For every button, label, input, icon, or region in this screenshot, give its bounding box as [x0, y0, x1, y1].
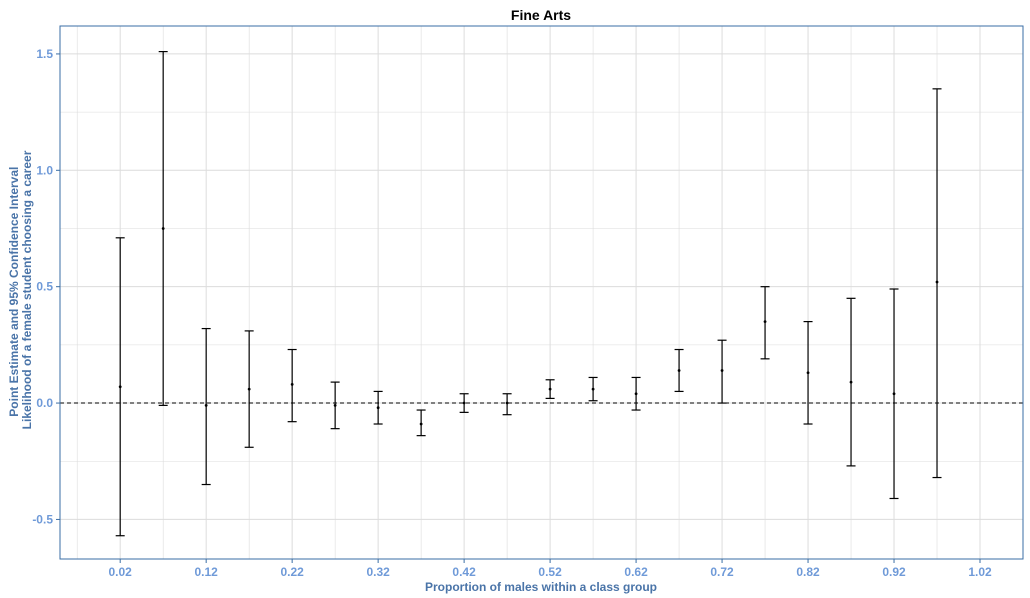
x-tick-label: 1.02	[968, 565, 992, 579]
errorbar-3	[244, 330, 254, 448]
point-estimate	[161, 227, 165, 230]
errorbar-10	[545, 379, 555, 400]
point-estimate	[419, 422, 423, 426]
point-estimate	[204, 403, 208, 407]
errorbar-11	[588, 376, 598, 402]
x-tick-label: 0.52	[538, 565, 562, 579]
point-estimate	[118, 385, 122, 389]
y-tick-label: 0.5	[36, 280, 53, 294]
x-tick-label: 0.32	[366, 565, 390, 579]
errorbar-15	[760, 286, 770, 360]
errorbar-layer	[115, 51, 942, 537]
point-estimate	[591, 387, 595, 391]
x-tick-label: 0.92	[882, 565, 906, 579]
errorbar-2	[201, 327, 211, 486]
y-axis: -0.5 0.0 0.5 1.0 1.5	[32, 47, 60, 526]
point-estimate	[634, 392, 638, 396]
errorbar-13	[674, 348, 684, 393]
point-estimate	[376, 406, 380, 410]
x-tick-label: 0.22	[280, 565, 304, 579]
errorbar-7	[416, 409, 426, 437]
x-tick-label: 0.42	[452, 565, 476, 579]
x-tick-label: 0.72	[710, 565, 734, 579]
y-tick-label: 1.5	[36, 47, 53, 61]
plot-panel-border	[59, 25, 1024, 560]
x-axis: 0.02 0.12 0.22 0.32 0.42 0.52 0.62 0.72 0.82 0.92…	[109, 559, 992, 579]
point-estimate	[548, 387, 552, 391]
chart-title: Fine Arts	[511, 7, 571, 23]
grid-layer	[60, 26, 1024, 559]
y-tick-label: 1.0	[36, 163, 53, 177]
point-estimate	[935, 280, 939, 284]
point-estimate	[462, 401, 466, 405]
errorbar-12	[631, 376, 641, 411]
errorbar-6	[373, 390, 383, 425]
point-estimate	[333, 403, 337, 407]
y-axis-title-line1: Point Estimate and 95% Confidence Interv…	[7, 167, 21, 417]
point-estimate	[505, 401, 509, 405]
x-tick-label: 0.62	[624, 565, 648, 579]
errorbar-5	[330, 381, 340, 430]
point-estimate	[892, 392, 896, 396]
errorbar-0	[115, 237, 125, 537]
errorbar-16	[803, 320, 813, 425]
point-estimate	[806, 371, 810, 375]
point-estimate	[849, 380, 853, 384]
point-estimate	[763, 320, 767, 323]
y-axis-title-line2: Likelihood of a female student choosing …	[20, 150, 34, 429]
y-tick-label: 0.0	[36, 396, 53, 410]
x-axis-title: Proportion of males within a class group	[425, 580, 657, 594]
errorbar-8	[459, 393, 469, 413]
y-axis-title: Point Estimate and 95% Confidence Interv…	[7, 150, 34, 429]
errorbar-17	[846, 297, 856, 467]
point-estimate	[290, 383, 294, 386]
x-tick-label: 0.12	[194, 565, 218, 579]
y-tick-label: -0.5	[32, 512, 53, 526]
errorbar-4	[287, 348, 297, 423]
errorbar-14	[717, 339, 727, 404]
errorbar-9	[502, 393, 512, 416]
point-estimate	[720, 369, 724, 372]
x-tick-label: 0.82	[796, 565, 820, 579]
errorbar-18	[889, 288, 899, 500]
errorbar-19	[932, 88, 942, 479]
point-estimate	[677, 369, 681, 372]
errorbar-1	[158, 51, 168, 406]
x-tick-label: 0.02	[109, 565, 133, 579]
point-estimate	[247, 387, 251, 391]
